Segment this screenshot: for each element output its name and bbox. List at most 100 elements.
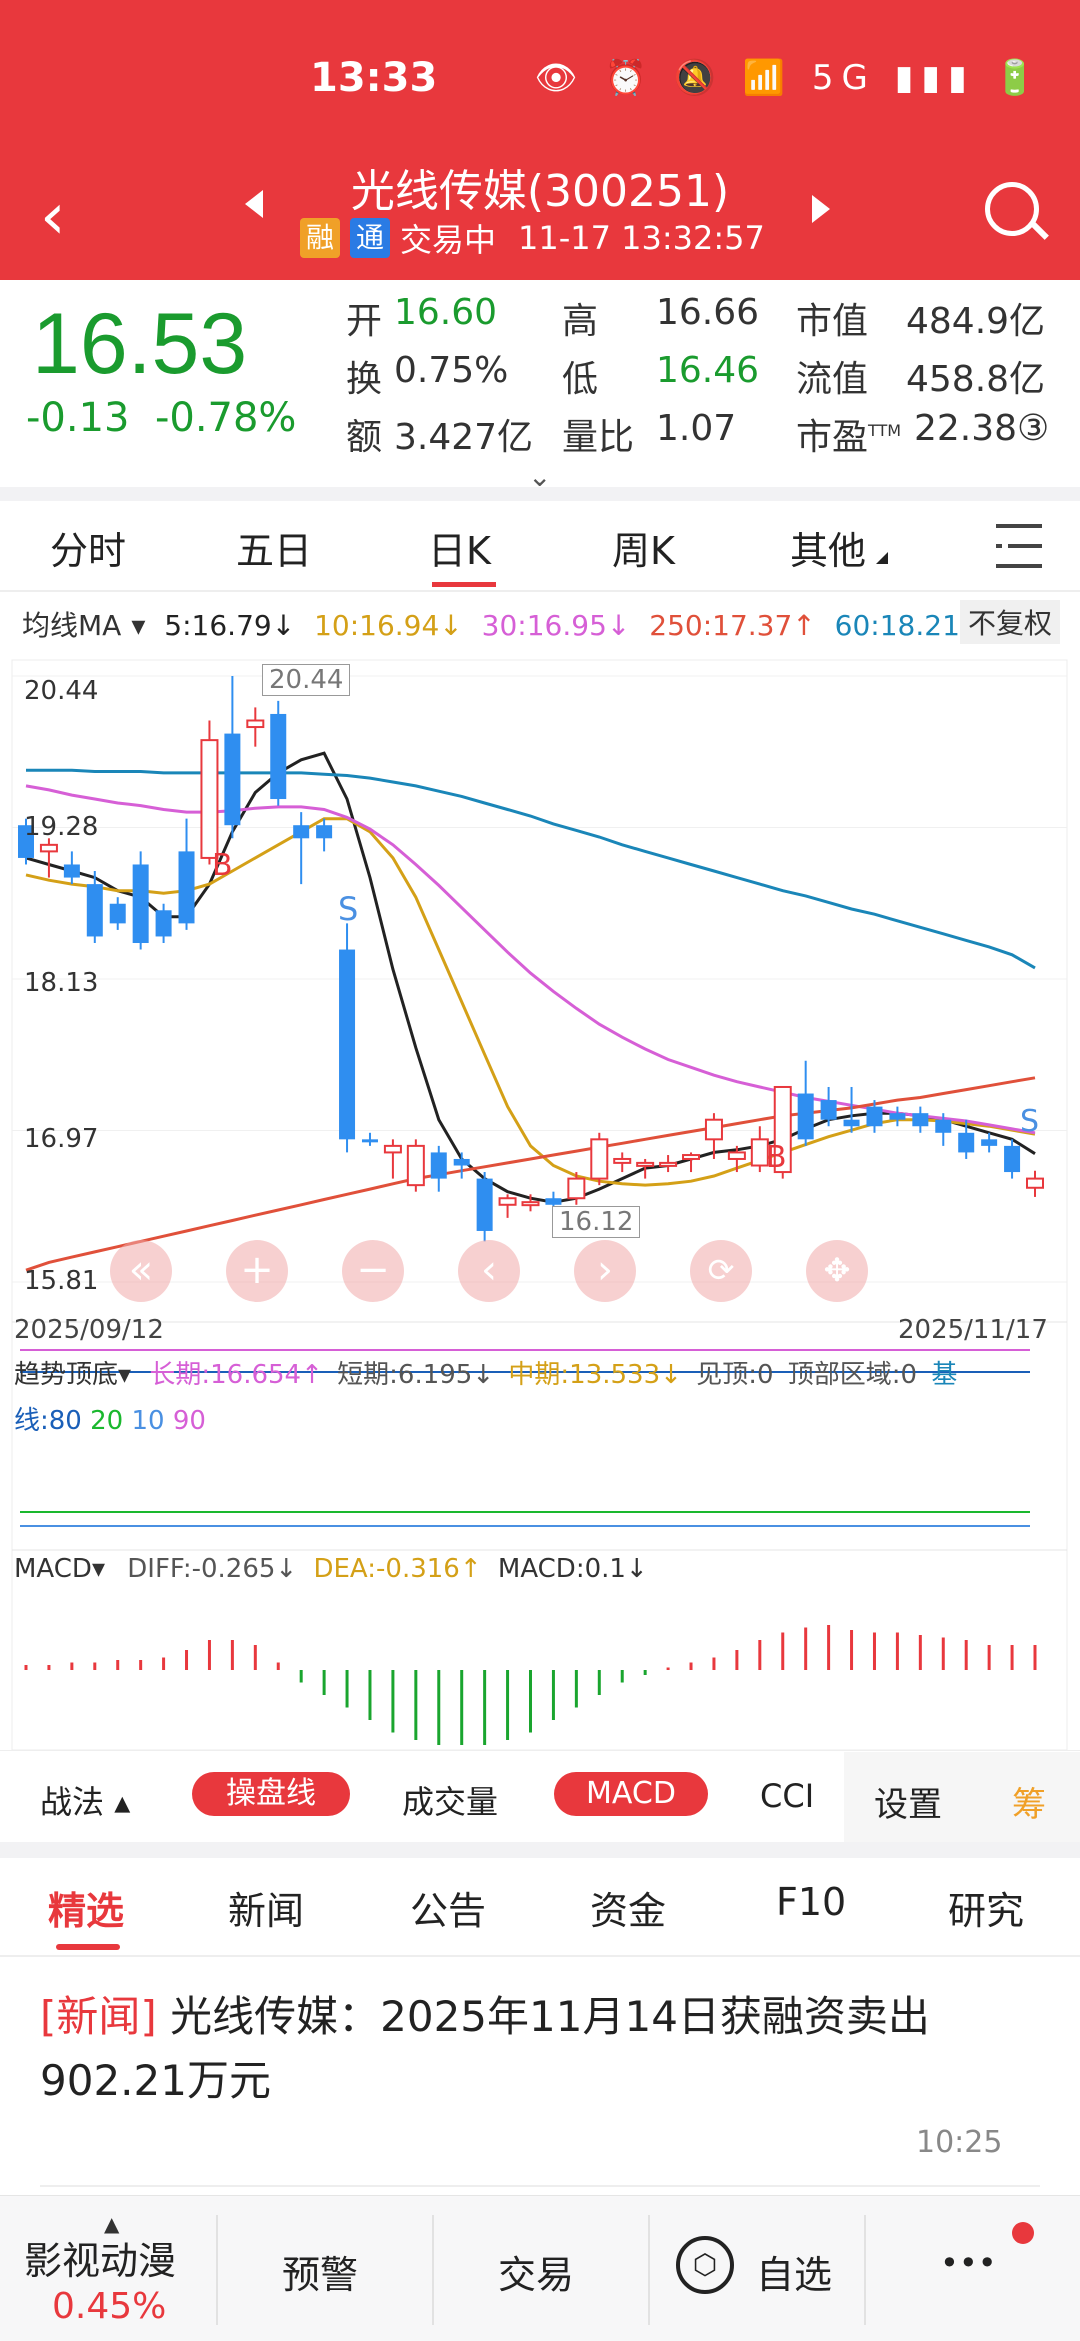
ma-selector[interactable]: 均线MA ▾ bbox=[22, 609, 146, 642]
turnover-label: 换 bbox=[346, 359, 383, 400]
candle-body bbox=[453, 1158, 470, 1166]
candle-body bbox=[727, 1151, 746, 1160]
candle-body bbox=[132, 864, 149, 944]
news-tab-research[interactable]: 研究 bbox=[948, 1889, 1025, 1933]
candle-body bbox=[476, 1178, 493, 1231]
news-tab-featured[interactable]: 精选 bbox=[48, 1889, 125, 1933]
divider bbox=[40, 2185, 1040, 2187]
trade-status: 交易中 bbox=[400, 221, 497, 259]
sector-up-icon: ▲ bbox=[104, 2212, 120, 2236]
prev-stock-icon[interactable] bbox=[245, 190, 263, 218]
candle-body bbox=[109, 903, 126, 924]
amount-label: 额 bbox=[346, 417, 383, 458]
candle-body bbox=[889, 1113, 906, 1120]
candle-body bbox=[339, 949, 356, 1140]
high-label: 高 bbox=[562, 301, 599, 342]
news-tab-news[interactable]: 新闻 bbox=[228, 1889, 305, 1933]
candle-body bbox=[430, 1152, 447, 1179]
trend-zone: 顶部区域:0 bbox=[787, 1360, 918, 1390]
volume-button[interactable]: 成交量 bbox=[402, 1783, 499, 1821]
search-icon[interactable] bbox=[985, 182, 1039, 236]
tab-fenshi[interactable]: 分时 bbox=[50, 529, 127, 573]
news-tab-funds[interactable]: 资金 bbox=[590, 1889, 667, 1933]
date-end: 2025/11/17 bbox=[898, 1315, 1048, 1345]
candle-body bbox=[866, 1106, 883, 1127]
stock-title: 光线传媒(300251) bbox=[350, 166, 730, 217]
candle-body bbox=[361, 1139, 378, 1143]
candle-body bbox=[659, 1161, 678, 1167]
zoom-out-button[interactable]: − bbox=[342, 1240, 404, 1302]
cci-button[interactable]: CCI bbox=[760, 1777, 815, 1815]
news-tab-announce[interactable]: 公告 bbox=[410, 1889, 487, 1933]
tab-wuri[interactable]: 五日 bbox=[236, 529, 313, 573]
tab-other[interactable]: 其他 bbox=[790, 529, 867, 573]
candle-body bbox=[224, 733, 241, 826]
divider bbox=[864, 2215, 866, 2325]
signal-b1: B bbox=[212, 848, 233, 883]
candle-body bbox=[750, 1138, 769, 1167]
price-change: -0.13 -0.78% bbox=[26, 395, 297, 441]
trend-legend: 趋势顶底▾ 长期:16.654↑ 短期:6.195↓ 中期:13.533↓ 见顶… bbox=[14, 1360, 958, 1390]
open-label: 开 bbox=[346, 301, 383, 342]
candle-body bbox=[406, 1144, 425, 1187]
high-value: 16.66 bbox=[656, 292, 760, 333]
watchlist-icon[interactable]: ⬡ bbox=[676, 2236, 734, 2294]
trend-base: 基 bbox=[931, 1360, 958, 1390]
expand-chevron-icon[interactable]: ⌄ bbox=[528, 460, 552, 493]
tab-zhouk[interactable]: 周K bbox=[612, 529, 675, 573]
ma-line-ma60 bbox=[26, 768, 1036, 970]
low-label: 低 bbox=[562, 359, 599, 400]
alert-button[interactable]: 预警 bbox=[282, 2253, 359, 2297]
adjust-button[interactable]: 不复权 bbox=[960, 600, 1061, 644]
candle-body bbox=[39, 843, 58, 853]
caopanxian-button[interactable]: 操盘线 bbox=[192, 1772, 350, 1816]
news-tab-f10[interactable]: F10 bbox=[776, 1880, 847, 1924]
candle-body bbox=[820, 1100, 837, 1120]
candle-body bbox=[383, 1144, 402, 1154]
candle-body bbox=[86, 884, 103, 937]
trend-title[interactable]: 趋势顶底 bbox=[14, 1360, 119, 1390]
watchlist-button[interactable]: 自选 bbox=[756, 2253, 833, 2297]
more-button[interactable]: ••• bbox=[940, 2244, 997, 2282]
pe-value: 22.38③ bbox=[914, 408, 1050, 449]
fullscreen-icon[interactable]: ✥ bbox=[806, 1240, 868, 1302]
trade-status-line: 融 通 交易中 11-17 13:32:57 bbox=[300, 215, 765, 261]
last-price: 16.53 bbox=[32, 296, 248, 392]
scroll-right-button[interactable]: › bbox=[574, 1240, 636, 1302]
trend-long: 长期:16.654↑ bbox=[149, 1360, 323, 1390]
tab-rik[interactable]: 日K bbox=[428, 529, 491, 573]
divider bbox=[0, 1955, 1080, 1957]
status-time: 13:33 bbox=[310, 55, 438, 101]
ma-legend: 均线MA ▾ 5:16.79↓ 10:16.94↓ 30:16.95↓ 250:1… bbox=[22, 604, 993, 644]
scroll-left-button[interactable]: ‹ bbox=[458, 1240, 520, 1302]
divider bbox=[648, 2215, 650, 2325]
kline-chart[interactable] bbox=[0, 650, 1080, 1750]
zoom-in-button[interactable]: + bbox=[226, 1240, 288, 1302]
max-price-label: 20.44 bbox=[262, 664, 351, 696]
settings-button[interactable]: 设置 bbox=[874, 1785, 942, 1825]
float-value: 458.8亿 bbox=[906, 359, 1046, 400]
macd-button[interactable]: MACD bbox=[554, 1772, 708, 1816]
pe-label: 市盈TTM bbox=[796, 417, 902, 458]
zhanfa-button[interactable]: 战法 ▴ bbox=[40, 1783, 131, 1821]
trade-button[interactable]: 交易 bbox=[498, 2253, 575, 2297]
margin-badge: 融 bbox=[300, 218, 340, 258]
signal-s2: S bbox=[1020, 1104, 1040, 1139]
back-icon[interactable]: ‹ bbox=[40, 180, 66, 254]
y-tick-3: 18.13 bbox=[24, 968, 99, 998]
next-stock-icon[interactable] bbox=[812, 195, 830, 223]
list-settings-icon[interactable] bbox=[996, 524, 1042, 568]
divider bbox=[0, 487, 1080, 501]
y-tick-4: 16.97 bbox=[24, 1124, 99, 1154]
notification-dot bbox=[1012, 2222, 1034, 2244]
sector-name[interactable]: 影视动漫 bbox=[24, 2239, 177, 2283]
chip-button[interactable]: 筹 bbox=[1012, 1785, 1046, 1825]
news-item[interactable]: [新闻] 光线传媒：2025年11月14日获融资卖出902.21万元 bbox=[40, 1992, 930, 2105]
y-tick-2: 19.28 bbox=[24, 812, 99, 842]
macd-title[interactable]: MACD bbox=[14, 1554, 92, 1584]
scroll-start-button[interactable]: « bbox=[110, 1240, 172, 1302]
candle-body bbox=[636, 1161, 655, 1167]
macd-dea: DEA:-0.316↑ bbox=[313, 1554, 482, 1584]
amount-value: 3.427亿 bbox=[394, 417, 534, 458]
rotate-icon[interactable]: ⟳ bbox=[690, 1240, 752, 1302]
